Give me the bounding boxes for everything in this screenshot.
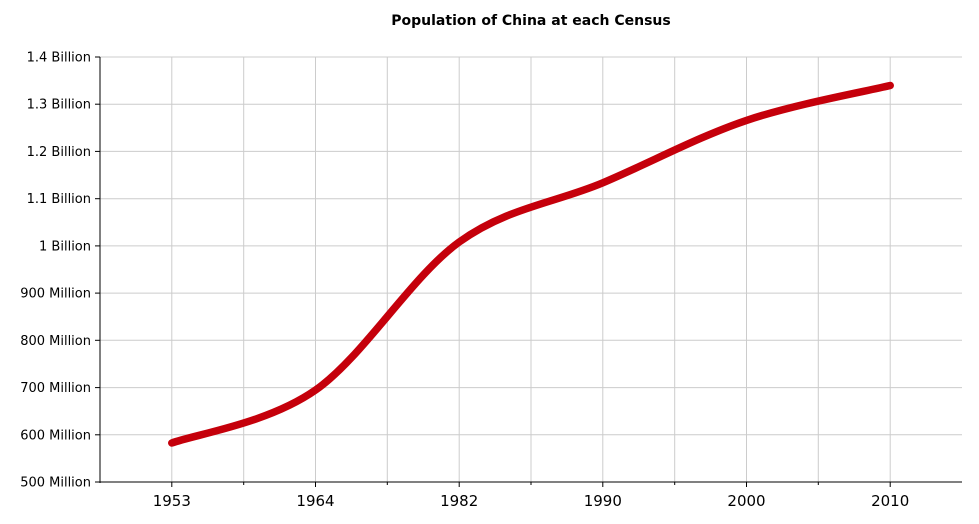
x-tick-label: 2010 (871, 492, 909, 510)
y-tick-label: 1.3 Billion (27, 98, 91, 113)
x-tick-label: 1953 (153, 492, 191, 510)
y-tick-label: 700 Million (20, 381, 91, 396)
y-tick-label: 500 Million (20, 476, 91, 491)
chart-title: Population of China at each Census (391, 13, 671, 29)
y-tick-label: 900 Million (20, 287, 91, 302)
x-tick-label: 1964 (296, 492, 334, 510)
x-tick-label: 1990 (584, 492, 622, 510)
y-tick-label: 1.1 Billion (27, 192, 91, 207)
y-tick-label: 1.2 Billion (27, 145, 91, 160)
x-tick-label: 2000 (727, 492, 765, 510)
y-tick-label: 800 Million (20, 334, 91, 349)
y-tick-label: 1.4 Billion (27, 51, 91, 66)
y-tick-label: 1 Billion (39, 239, 91, 254)
x-tick-label: 1982 (440, 492, 478, 510)
series-line (168, 81, 894, 447)
y-tick-label: 600 Million (20, 428, 91, 443)
